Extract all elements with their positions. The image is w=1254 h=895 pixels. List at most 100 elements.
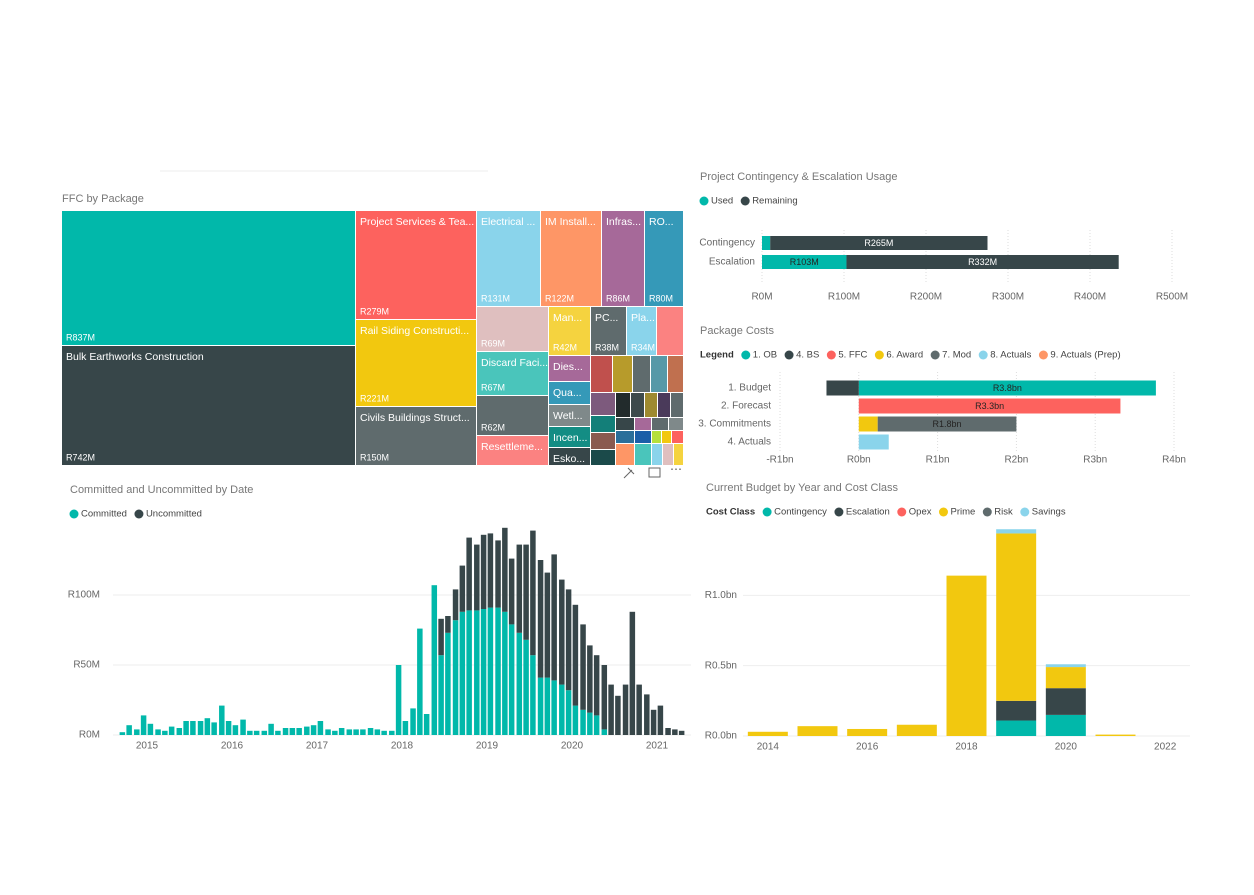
treemap-value: R38M <box>595 342 619 352</box>
bar <box>261 730 268 735</box>
bar <box>559 684 565 735</box>
bar <box>332 730 338 735</box>
bar <box>636 684 642 735</box>
treemap-value: R221M <box>360 393 389 403</box>
bar <box>445 632 451 735</box>
treemap-value: R122M <box>545 293 574 303</box>
treemap-label: Infras... <box>606 216 641 228</box>
bar <box>608 684 614 735</box>
treemap-value: R42M <box>553 342 577 352</box>
treemap-value: R62M <box>481 422 505 432</box>
bar <box>176 728 183 735</box>
bar <box>445 616 451 633</box>
legend-swatch <box>699 196 709 206</box>
treemap-tile <box>591 416 615 432</box>
bar <box>601 729 608 735</box>
x-tick-label: R500M <box>1156 292 1188 303</box>
bar <box>629 611 636 735</box>
bar <box>310 725 317 735</box>
legend-label: 9. Actuals (Prep) <box>1050 350 1120 361</box>
treemap-tile <box>616 418 634 430</box>
bar <box>530 530 536 656</box>
bar <box>317 721 324 735</box>
bar <box>580 624 586 710</box>
treemap-tile <box>631 393 644 417</box>
legend-label: Prime <box>950 507 975 518</box>
bar <box>551 680 557 735</box>
bar <box>644 694 650 735</box>
treemap-tile <box>663 444 673 465</box>
chart-title: FFC by Package <box>62 193 144 205</box>
focus-icon[interactable] <box>648 467 661 478</box>
legend-title: Cost Class <box>706 507 755 518</box>
treemap-value: R67M <box>481 382 505 392</box>
data-label: R265M <box>864 238 893 248</box>
x-tick-label: R400M <box>1074 292 1106 303</box>
x-tick-label: 2020 <box>561 741 584 752</box>
treemap-label: Civils Buildings Struct... <box>360 412 470 424</box>
bar <box>225 721 232 735</box>
bar <box>402 721 409 735</box>
treemap-label: Incen... <box>553 432 587 444</box>
bar <box>374 729 381 735</box>
x-tick-label: 2022 <box>1154 742 1177 753</box>
bar <box>747 731 788 736</box>
bar <box>551 554 557 681</box>
treemap-tile <box>591 433 615 449</box>
legend-swatch <box>740 196 750 206</box>
bar <box>389 730 395 735</box>
legend-label: 5. FFC <box>838 350 867 361</box>
legend-swatch <box>826 350 836 360</box>
category-label: 2. Forecast <box>721 401 771 412</box>
treemap-value: R80M <box>649 293 673 303</box>
treemap-rect <box>62 211 355 345</box>
bar <box>480 534 487 609</box>
legend-label: Uncommitted <box>146 509 202 520</box>
treemap-value: R742M <box>66 452 95 462</box>
pin-icon[interactable] <box>623 467 635 479</box>
x-tick-label: 2020 <box>1055 742 1078 753</box>
bar <box>896 724 937 736</box>
bar <box>762 255 847 269</box>
treemap-rect <box>602 211 644 306</box>
bar <box>126 725 132 735</box>
treemap-tile <box>651 356 667 392</box>
bar <box>367 728 374 735</box>
bar <box>502 611 508 735</box>
treemap-label: Man... <box>553 312 582 324</box>
data-label: R1.8bn <box>933 419 962 429</box>
bar <box>438 618 444 656</box>
more-icon[interactable]: ⋯ <box>670 462 682 476</box>
bar <box>183 721 189 735</box>
treemap-value: R69M <box>481 338 505 348</box>
legend-label: Remaining <box>752 196 797 207</box>
bar <box>1045 667 1086 689</box>
bar <box>431 585 438 735</box>
x-tick-label: R100M <box>828 292 860 303</box>
treemap-label: Esko... <box>553 453 585 465</box>
legend-swatch <box>784 350 794 360</box>
y-tick-label: R1.0bn <box>705 590 737 601</box>
treemap-value: R34M <box>631 342 655 352</box>
bar <box>1045 688 1086 715</box>
y-tick-label: R0.5bn <box>705 660 737 671</box>
bar <box>495 540 501 608</box>
bar <box>459 565 466 612</box>
bar <box>1095 734 1136 736</box>
treemap-value: R837M <box>66 332 95 342</box>
bar <box>353 729 359 735</box>
bar <box>565 690 572 735</box>
bar <box>826 380 859 396</box>
legend-swatch <box>930 350 940 360</box>
bar <box>544 572 551 678</box>
treemap-rect <box>549 405 590 426</box>
bar <box>502 527 508 612</box>
category-label: 1. Budget <box>728 383 771 394</box>
treemap-tile <box>672 431 683 443</box>
legend-label: 8. Actuals <box>990 350 1031 361</box>
bar <box>495 607 501 735</box>
bar <box>211 722 217 735</box>
bar <box>665 728 671 735</box>
bar <box>487 607 494 735</box>
bar <box>544 677 551 735</box>
